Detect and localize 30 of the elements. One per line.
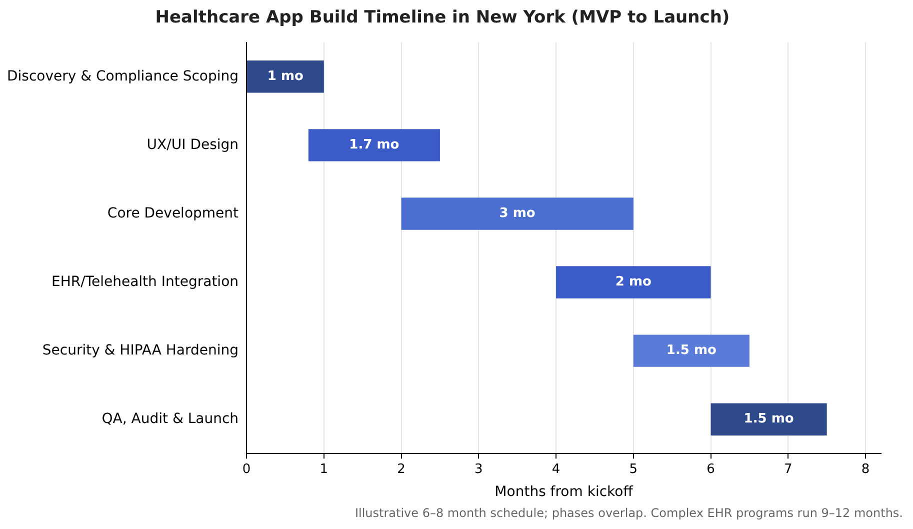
bar (401, 198, 634, 230)
x-tick-label: 1 (320, 462, 328, 477)
bar (308, 129, 440, 162)
bar (247, 60, 324, 93)
x-tick-label: 7 (784, 462, 792, 477)
x-tick-label: 4 (552, 462, 560, 477)
data-label: 1.5 mo (744, 412, 794, 427)
text: Illustrative 6–8 month schedule; phases overlap. Complex EHR programs run 9–12 months. (354, 506, 903, 520)
chart-title: Healthcare App Build Timeline in New York (MVP to Launch) (155, 8, 730, 28)
x-tick-label: 5 (629, 462, 638, 477)
x-tick-label: 3 (474, 462, 483, 477)
data-label: 2 mo (615, 274, 652, 290)
x-tick-label: 0 (242, 462, 251, 477)
x-tick-label: 6 (706, 462, 715, 477)
x-tick-label: 8 (861, 462, 870, 477)
y-tick-label: Core Development (107, 205, 240, 222)
y-tick-label: EHR/Telehealth Integration (51, 274, 239, 290)
y-tick-label: QA, Audit & Launch (102, 410, 239, 427)
bar (710, 403, 827, 436)
x-axis-title: Months from kickoff (494, 484, 634, 500)
y-tick-label: UX/UI Design (146, 136, 239, 153)
bar (556, 266, 711, 298)
data-label: 3 mo (499, 206, 536, 222)
data-label: 1 mo (267, 69, 304, 84)
y-tick-label: Security & HIPAA Hardening (42, 342, 239, 358)
x-tick-label: 2 (397, 462, 406, 477)
data-label: 1.5 mo (666, 343, 717, 358)
bar (633, 334, 750, 367)
data-label: 1.7 mo (349, 138, 400, 153)
y-tick-label: Discovery & Compliance Scoping (6, 68, 239, 84)
